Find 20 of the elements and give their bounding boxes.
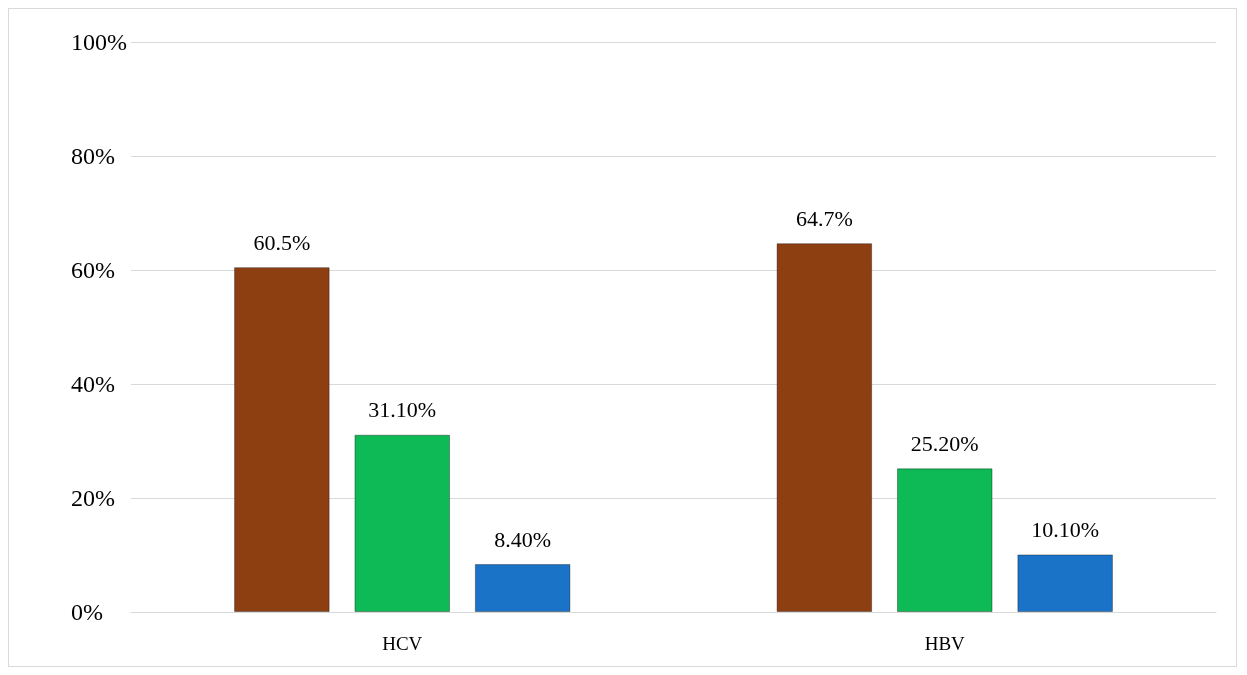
data-label: 60.5% xyxy=(253,229,311,255)
bar xyxy=(896,468,993,612)
bar xyxy=(354,434,451,612)
bar xyxy=(474,564,571,612)
x-tick-label: HCV xyxy=(382,633,423,654)
data-label: 8.40% xyxy=(494,526,552,552)
bar xyxy=(234,267,330,612)
y-tick-label: 80% xyxy=(71,143,115,169)
bar xyxy=(1017,554,1113,612)
y-tick-label: 60% xyxy=(71,257,115,283)
y-tick-label: 100% xyxy=(71,29,127,55)
data-label: 10.10% xyxy=(1031,516,1100,542)
x-tick-label: HBV xyxy=(924,633,966,654)
y-tick-label: 40% xyxy=(71,371,115,397)
y-tick-label: 20% xyxy=(71,485,115,511)
data-label: 25.20% xyxy=(910,430,979,456)
bar xyxy=(776,243,873,612)
data-label: 64.7% xyxy=(795,205,853,231)
y-tick-label: 0% xyxy=(71,599,103,625)
data-label: 31.10% xyxy=(368,397,437,423)
